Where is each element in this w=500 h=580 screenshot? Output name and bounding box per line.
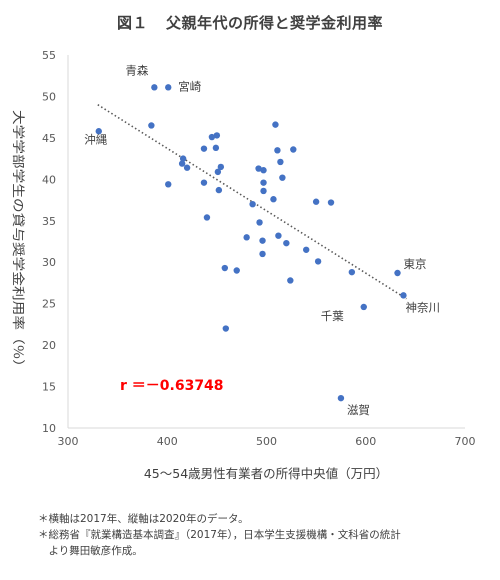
data-point: [274, 147, 281, 154]
data-point: [283, 239, 290, 247]
data-point: [179, 155, 187, 162]
data-point: [215, 186, 223, 194]
y-tick-label: 35: [42, 215, 56, 228]
chart-title-text: 父親年代の所得と奨学金利用率: [166, 14, 384, 32]
data-point: [259, 237, 266, 244]
footnote-1: ＊横軸は2017年、縦軸は2020年のデータ。: [38, 513, 249, 525]
y-tick-label: 20: [42, 339, 56, 352]
y-tick-label: 45: [42, 132, 56, 145]
x-tick-label: 700: [455, 435, 476, 448]
data-point: [287, 277, 294, 284]
data-point: [214, 168, 222, 176]
data-point: [314, 258, 322, 265]
data-point: [290, 146, 297, 153]
data-point: [259, 250, 266, 258]
data-point: [222, 325, 230, 332]
data-point: [272, 121, 279, 128]
data-point: [151, 84, 158, 91]
point-label: 沖縄: [84, 132, 107, 146]
chart-title: 図１ 父親年代の所得と奨学金利用率: [0, 12, 500, 33]
figure-number: 図１: [116, 14, 148, 32]
point-label: 千葉: [321, 309, 344, 323]
data-point: [360, 303, 367, 311]
y-tick-label: 30: [42, 256, 56, 269]
data-point: [200, 179, 208, 186]
data-points: [95, 84, 407, 402]
point-label: 宮崎: [178, 79, 201, 93]
data-point: [277, 158, 284, 166]
y-tick-label: 50: [42, 90, 56, 103]
point-label: 東京: [404, 257, 427, 271]
point-label: 神奈川: [405, 300, 440, 314]
data-point: [303, 246, 310, 253]
footnote-3: より舞田敏彦作成。: [38, 545, 143, 557]
data-point: [400, 292, 407, 299]
y-tick-label: 15: [42, 381, 56, 394]
data-point: [348, 268, 356, 276]
data-point: [260, 179, 267, 186]
data-point: [212, 144, 220, 152]
data-point: [243, 234, 250, 241]
x-tick-label: 300: [58, 435, 79, 448]
correlation-label: r ＝－0.63748: [120, 378, 224, 394]
data-point: [203, 214, 211, 221]
data-point: [200, 145, 208, 152]
data-point: [178, 160, 186, 167]
data-point: [249, 201, 256, 208]
data-point: [279, 174, 286, 181]
y-tick-label: 55: [42, 49, 56, 62]
data-point: [327, 199, 335, 206]
data-point: [217, 163, 225, 171]
x-tick-label: 400: [157, 435, 178, 448]
data-point: [260, 167, 267, 174]
data-point: [394, 269, 401, 277]
y-tick-label: 25: [42, 298, 56, 311]
data-point: [208, 133, 216, 141]
y-tick-label: 10: [42, 422, 56, 435]
y-axis-label: 大学学部学生の貸与奨学金利用率（％）: [11, 110, 26, 374]
axes: 10 15 20 25 30 35 40 45 50 55 300 400 500 600 700: [42, 49, 476, 448]
data-point: [165, 181, 172, 188]
data-point: [260, 187, 267, 195]
data-point: [183, 164, 191, 171]
point-label: 青森: [125, 63, 148, 77]
data-point: [233, 267, 240, 274]
data-point: [337, 394, 345, 402]
data-point: [221, 264, 229, 272]
trendline-group: [97, 104, 407, 300]
trendline: [97, 104, 407, 300]
data-point: [213, 132, 221, 139]
data-point: [312, 198, 320, 205]
footnote-2: ＊総務省『就業構造基本調査』（2017年），日本学生支援機構・文科省の統計: [38, 529, 401, 541]
x-axis-label: 45～54歳男性有業者の所得中央値（万円）: [144, 466, 388, 481]
data-point: [148, 122, 155, 129]
data-point: [95, 128, 102, 135]
data-point: [165, 84, 172, 91]
footnotes: ＊横軸は2017年、縦軸は2020年のデータ。 ＊総務省『就業構造基本調査』（2…: [38, 511, 478, 559]
y-tick-label: 40: [42, 173, 56, 186]
point-label: 滋賀: [347, 403, 370, 417]
x-tick-label: 500: [256, 435, 277, 448]
data-point: [255, 165, 262, 172]
x-tick-label: 600: [355, 435, 376, 448]
data-point: [275, 232, 282, 239]
data-point: [256, 219, 263, 226]
data-point: [270, 196, 277, 203]
scatter-chart: 10 15 20 25 30 35 40 45 50 55 300 400 500 600 700 沖縄 青森…: [11, 49, 476, 481]
